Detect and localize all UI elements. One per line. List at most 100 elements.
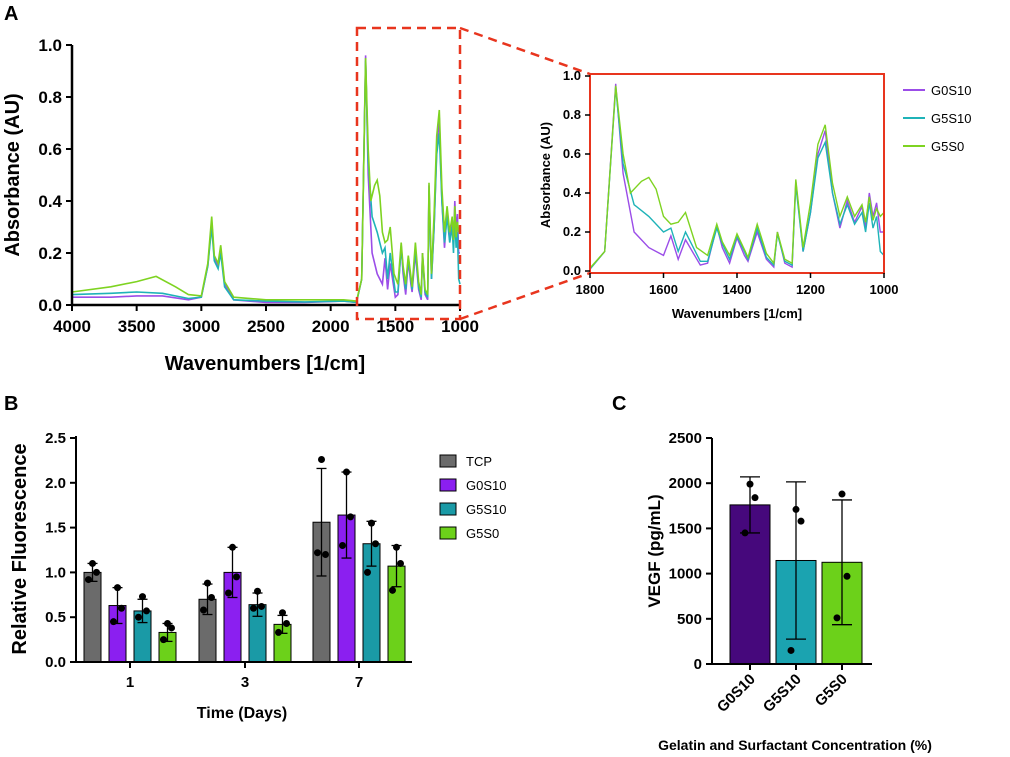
panel-a-zoom-indicator [355,26,591,321]
data-point [372,540,379,548]
inset-y-tick-label: 0.6 [563,146,581,161]
series-line-g0s10 [72,55,460,304]
panel-b-y-ticks: 0.0 0.5 1.0 1.5 2.0 2.5 [45,430,76,671]
data-point [164,619,171,627]
panel-a-inset-x-title: Wavenumbers [1/cm] [672,306,802,321]
data-point [397,559,404,567]
panel-a-inset-y-title: Absorbance (AU) [538,122,553,228]
data-point [787,646,795,654]
inset-y-tick-label: 0.8 [563,107,581,122]
x-tick-label: 1500 [376,317,414,336]
legend-label-g5s10: G5S10 [931,111,971,126]
data-point [233,573,240,581]
legend-swatch-tcp [439,454,457,468]
data-point [168,624,175,632]
inset-y-tick-label: 0.2 [563,224,581,239]
panel-a-x-title: Wavenumbers [1/cm] [165,353,365,375]
data-point [250,604,257,612]
panel-a-inset-x-ticks: 1800 1600 1400 1200 1000 [576,273,899,297]
zoom-connector-bottom [459,271,591,321]
panel-b-x-ticks: 1 3 7 [126,662,363,691]
data-point [343,468,350,476]
c-y-tick-label: 2500 [669,430,702,447]
legend-swatch-g5s0 [439,526,457,540]
c-y-tick-label: 1000 [669,566,702,583]
b-x-tick-label: 7 [355,674,363,691]
data-point [258,602,265,610]
panel-c-bars [729,476,863,665]
panel-a-y-title: Absorbance (AU) [2,93,24,256]
y-tick-label: 0.2 [38,244,62,263]
b-y-tick-label: 2.5 [45,430,66,447]
panel-c-y-title: VEGF (pg/mL) [645,494,664,607]
data-point [314,549,321,557]
inset-x-tick-label: 1600 [649,282,678,297]
panel-a-inset-chart: 0.00.20.40.60.81.0 1800 1600 1400 1200 1000 … [538,68,898,321]
data-point [347,513,354,521]
data-point [254,587,261,595]
inset-y-tick-label: 1.0 [563,68,581,83]
data-point [364,568,371,576]
zoom-connector-top [459,26,591,76]
panel-c-x-title: Gelatin and Surfactant Concentration (%) [658,737,932,753]
data-point [275,628,282,636]
panel-b-x-title: Time (Days) [197,705,287,722]
data-point [318,456,325,464]
legend-label-g0s10: G0S10 [931,83,971,98]
panel-b-y-title: Relative Fluorescence [9,443,31,654]
panel-c-chart: 0 500 1000 1500 2000 2500 G0S10 G5S10 G5S0 Gela… [645,430,932,753]
panel-a-label: A [4,3,18,25]
data-point [204,579,211,587]
data-point [225,589,232,597]
panel-c-x-ticks: G0S10 G5S10 G5S0 [714,664,851,716]
data-point [139,593,146,601]
x-tick-label: 3500 [118,317,156,336]
x-tick-label: 4000 [53,317,91,336]
data-point [843,572,851,580]
data-point [322,550,329,558]
bar-tcp-day-1 [83,571,102,663]
inset-x-tick-label: 1800 [576,282,605,297]
panel-c-label: C [612,393,626,415]
data-point [368,519,375,527]
inset-x-tick-label: 1000 [870,282,899,297]
inset-y-tick-label: 0.0 [563,263,581,278]
data-point [279,609,286,617]
x-tick-label: 1000 [441,317,479,336]
b-y-tick-label: 0.5 [45,609,66,626]
y-tick-label: 0.0 [38,296,62,315]
inset-frame [589,73,885,274]
y-tick-label: 0.4 [38,192,62,211]
panel-b-bars [83,456,406,663]
b-x-tick-label: 3 [241,674,249,691]
inset-x-tick-label: 1200 [796,282,825,297]
data-point [114,584,121,592]
data-point [160,636,167,644]
data-point [229,543,236,551]
panel-b-legend: TCP G0S10 G5S10 G5S0 [439,454,506,541]
legend-label-g5s0: G5S0 [466,526,499,541]
legend-label-g5s10: G5S10 [466,502,506,517]
panel-a-y-ticks: 0.0 0.2 0.4 0.6 0.8 1.0 [38,36,72,315]
b-y-tick-label: 1.0 [45,564,66,581]
data-point [135,613,142,621]
panel-a-main-series [71,55,461,304]
c-x-tick-label: G5S0 [812,671,851,710]
c-x-tick-label: G0S10 [714,671,759,716]
inset-x-tick-label: 1400 [723,282,752,297]
data-point [85,576,92,584]
zoom-region-box [355,26,462,321]
y-tick-label: 0.6 [38,140,62,159]
legend-label-tcp: TCP [466,454,492,469]
legend-label-g5s0: G5S0 [931,139,964,154]
c-y-tick-label: 2000 [669,475,702,492]
data-point [89,559,96,567]
legend-swatch-g0s10 [439,478,457,492]
panel-a-inset-series [590,83,884,270]
data-point [751,494,759,502]
panel-a-legend: G0S10 G5S10 G5S0 [903,83,971,154]
panel-c-y-ticks: 0 500 1000 1500 2000 2500 [669,430,712,673]
data-point [208,593,215,601]
panel-a-main-chart: 0.0 0.2 0.4 0.6 0.8 1.0 4000 3500 3000 2500 2000 1… [2,36,479,375]
